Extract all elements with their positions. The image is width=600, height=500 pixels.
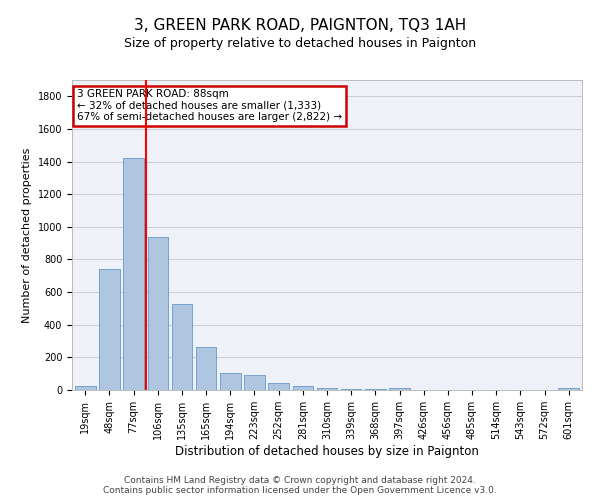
Bar [317,388,337,390]
Bar [196,347,217,390]
Text: 3 GREEN PARK ROAD: 88sqm
← 32% of detached houses are smaller (1,333)
67% of sem: 3 GREEN PARK ROAD: 88sqm ← 32% of detach… [77,90,342,122]
Bar [124,158,144,390]
Bar [389,388,410,390]
Bar [341,389,361,390]
Bar [293,386,313,390]
Bar [148,238,168,390]
Bar [559,388,579,390]
Bar [268,384,289,390]
Bar [220,373,241,390]
Bar [75,386,95,390]
X-axis label: Distribution of detached houses by size in Paignton: Distribution of detached houses by size … [175,445,479,458]
Bar [244,375,265,390]
Bar [172,304,192,390]
Text: 3, GREEN PARK ROAD, PAIGNTON, TQ3 1AH: 3, GREEN PARK ROAD, PAIGNTON, TQ3 1AH [134,18,466,32]
Y-axis label: Number of detached properties: Number of detached properties [22,148,32,322]
Text: Contains HM Land Registry data © Crown copyright and database right 2024.
Contai: Contains HM Land Registry data © Crown c… [103,476,497,495]
Text: Size of property relative to detached houses in Paignton: Size of property relative to detached ho… [124,38,476,51]
Bar [99,270,120,390]
Bar [365,389,386,390]
